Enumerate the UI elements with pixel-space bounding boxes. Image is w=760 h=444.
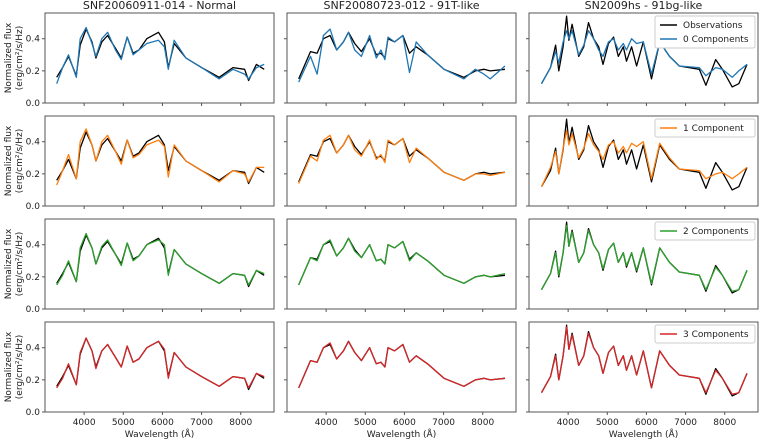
x-axis-label: Wavelength (Å) <box>125 428 194 440</box>
model-spectrum-line <box>298 28 506 83</box>
plot-frame <box>44 218 275 310</box>
column-title: SN2009hs - 91bg-like <box>585 0 703 12</box>
y-tick-label: 0.0 <box>26 202 41 212</box>
legend-label-model: 1 Component <box>683 124 744 134</box>
y-tick-label: 0.2 <box>26 273 40 283</box>
model-spectrum-line <box>540 224 748 292</box>
plot-frame <box>286 12 517 104</box>
legend-label-model: 2 Components <box>683 227 749 237</box>
y-tick-label: 0.2 <box>26 170 40 180</box>
y-axis-label-units: (erg/cm²/s/Hz) <box>15 26 25 90</box>
x-tick-label: 4000 <box>557 418 580 428</box>
y-axis-label: Normalized flux <box>4 22 14 93</box>
y-tick-label: 0.0 <box>26 408 41 418</box>
x-tick-label: 7000 <box>432 418 455 428</box>
x-tick-label: 5000 <box>354 418 377 428</box>
model-spectrum-line <box>540 129 748 187</box>
plot-frame <box>286 218 517 310</box>
model-spectrum-line <box>56 337 265 389</box>
x-tick-label: 4000 <box>315 418 338 428</box>
legend-label-observations: Observations <box>683 21 743 31</box>
legend-label-model: 3 Components <box>683 330 749 340</box>
x-axis-label: Wavelength (Å) <box>609 428 678 440</box>
column-title: SNF20060911-014 - Normal <box>83 0 236 12</box>
model-spectrum-line <box>298 134 506 184</box>
x-tick-label: 8000 <box>713 418 736 428</box>
y-tick-label: 0.4 <box>26 138 41 148</box>
observation-spectrum-line <box>540 15 748 88</box>
y-tick-label: 0.0 <box>26 99 41 109</box>
y-axis-label-units: (erg/cm²/s/Hz) <box>15 335 25 399</box>
model-spectrum-line <box>540 326 748 395</box>
legend-box <box>654 118 756 138</box>
observation-spectrum-line <box>540 118 748 191</box>
x-tick-label: 7000 <box>190 418 213 428</box>
y-axis-label: Normalized flux <box>4 331 14 402</box>
y-axis-label: Normalized flux <box>4 228 14 299</box>
model-spectrum-line <box>56 26 265 84</box>
plot-frame <box>44 12 275 104</box>
x-tick-label: 6000 <box>635 418 658 428</box>
model-spectrum-line <box>56 232 265 286</box>
y-tick-label: 0.4 <box>26 241 41 251</box>
column-title: SNF20080723-012 - 91T-like <box>324 0 480 12</box>
x-tick-label: 5000 <box>596 418 619 428</box>
plot-frame <box>44 115 275 207</box>
x-tick-label: 7000 <box>674 418 697 428</box>
model-spectrum-line <box>540 30 748 85</box>
legend-box <box>654 15 756 49</box>
x-tick-label: 8000 <box>229 418 252 428</box>
x-tick-label: 6000 <box>393 418 416 428</box>
y-tick-label: 0.2 <box>26 67 40 77</box>
y-tick-label: 0.2 <box>26 376 40 386</box>
y-axis-label: Normalized flux <box>4 125 14 196</box>
model-spectrum-line <box>56 128 265 186</box>
plot-frame <box>44 321 275 413</box>
x-tick-label: 8000 <box>471 418 494 428</box>
plot-frame <box>286 115 517 207</box>
y-axis-label-units: (erg/cm²/s/Hz) <box>15 232 25 296</box>
x-tick-label: 5000 <box>112 418 135 428</box>
y-tick-label: 0.0 <box>26 305 41 315</box>
legend-label-model: 0 Components <box>683 35 749 45</box>
plot-frame <box>286 321 517 413</box>
model-spectrum-line <box>298 237 506 286</box>
y-tick-label: 0.4 <box>26 35 41 45</box>
x-tick-label: 4000 <box>73 418 96 428</box>
x-tick-label: 6000 <box>151 418 174 428</box>
legend-box <box>654 221 756 241</box>
y-axis-label-units: (erg/cm²/s/Hz) <box>15 129 25 193</box>
y-tick-label: 0.4 <box>26 344 41 354</box>
x-axis-label: Wavelength (Å) <box>367 428 436 440</box>
legend-box <box>654 324 756 344</box>
model-spectrum-line <box>298 340 506 389</box>
